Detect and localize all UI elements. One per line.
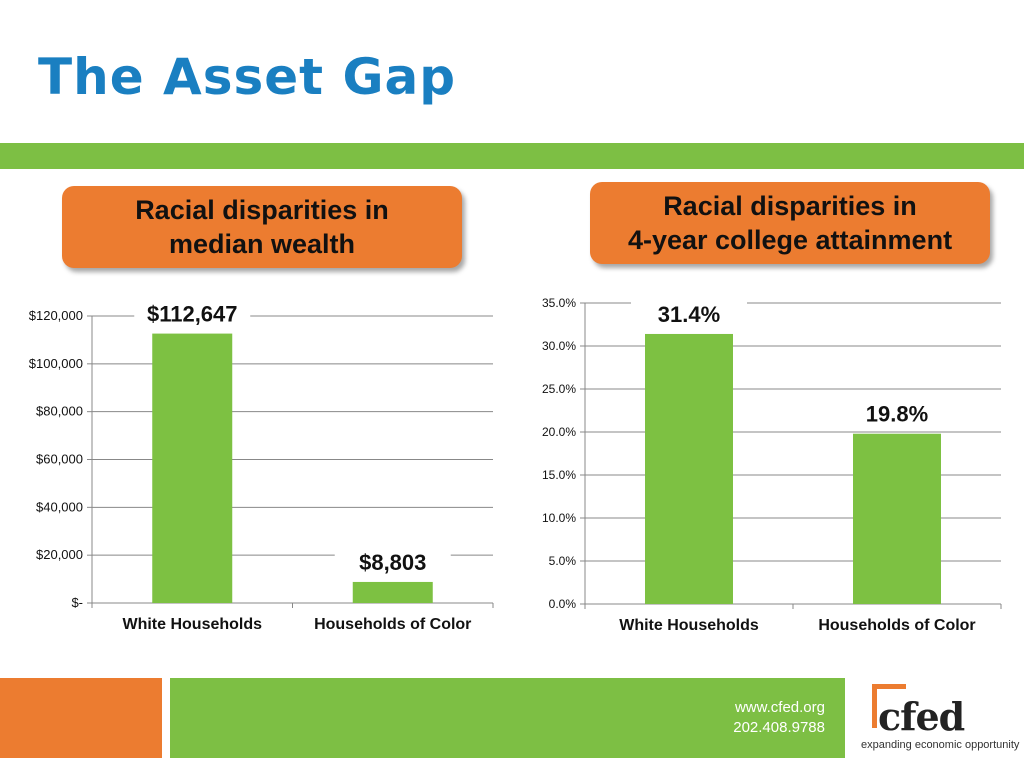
footer-orange-block <box>0 678 162 758</box>
college-header-line2: 4-year college attainment <box>627 225 953 255</box>
logo-tagline: expanding economic opportunity <box>861 739 1020 751</box>
data-label-background <box>839 397 955 430</box>
data-label-background <box>631 297 747 330</box>
y-tick-label: 35.0% <box>542 296 576 310</box>
y-tick-label: $60,000 <box>36 452 83 467</box>
wealth-header-line1: Racial disparities in <box>135 195 389 225</box>
cfed-logo: cfed expanding economic opportunity <box>858 680 1020 760</box>
wealth-header-line2: median wealth <box>168 229 356 259</box>
y-tick-label: $100,000 <box>29 356 83 371</box>
x-category-label: Households of Color <box>314 616 471 633</box>
y-tick-label: $- <box>71 595 83 610</box>
college-chart-header: Racial disparities in 4-year college att… <box>590 182 990 264</box>
x-category-label: White Households <box>122 616 262 633</box>
y-tick-label: 10.0% <box>542 511 576 525</box>
y-tick-label: 20.0% <box>542 425 576 439</box>
logo-wordmark: cfed <box>878 694 965 739</box>
bar <box>645 333 733 604</box>
y-tick-label: 5.0% <box>549 554 577 568</box>
y-tick-label: $80,000 <box>36 404 83 419</box>
bar <box>152 333 233 603</box>
bar <box>352 581 433 603</box>
logo-bracket-shape <box>872 684 906 728</box>
data-label: $112,647 <box>147 302 238 327</box>
data-label: $8,803 <box>359 550 426 575</box>
bar <box>853 433 941 604</box>
y-tick-label: 15.0% <box>542 468 576 482</box>
y-tick-label: $120,000 <box>29 308 83 323</box>
data-label: 19.8% <box>866 402 928 427</box>
footer-phone: 202.408.9788 <box>733 719 825 736</box>
y-tick-label: 25.0% <box>542 382 576 396</box>
data-label: 31.4% <box>658 302 720 327</box>
footer-url[interactable]: www.cfed.org <box>734 699 825 716</box>
college-header-line1: Racial disparities in <box>663 191 917 221</box>
x-category-label: White Households <box>619 617 759 634</box>
x-category-label: Households of Color <box>818 617 975 634</box>
data-label-background <box>334 545 451 578</box>
footer-green-block: www.cfed.org 202.408.9788 <box>170 678 845 758</box>
slide-title: The Asset Gap <box>38 48 457 106</box>
y-tick-label: 0.0% <box>549 597 577 611</box>
footer-contact: www.cfed.org 202.408.9788 <box>733 698 825 738</box>
y-tick-label: $40,000 <box>36 499 83 514</box>
y-tick-label: 30.0% <box>542 339 576 353</box>
wealth-chart-header: Racial disparities in median wealth <box>62 186 462 268</box>
data-label-background <box>134 297 251 330</box>
title-divider-band <box>0 143 1024 169</box>
y-tick-label: $20,000 <box>36 547 83 562</box>
